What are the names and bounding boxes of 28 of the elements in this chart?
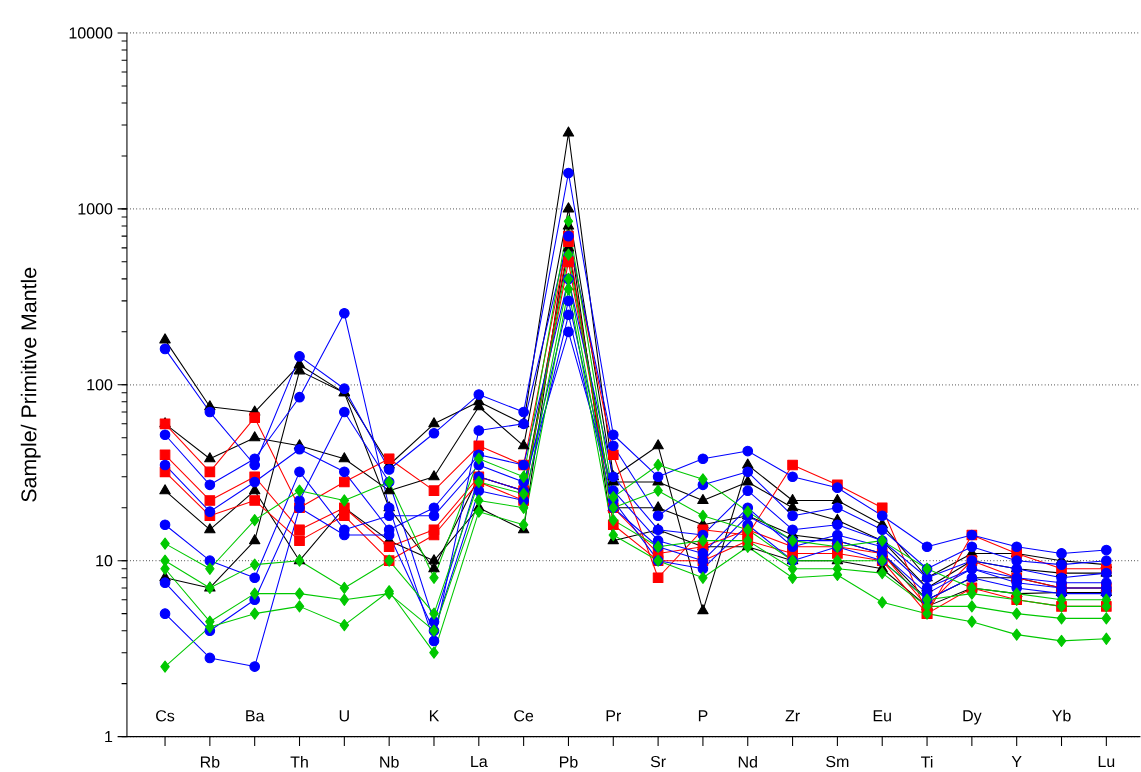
x-tick-label: Pr bbox=[606, 710, 622, 722]
x-tick-label: La bbox=[471, 755, 488, 768]
y-tick-label: 1 bbox=[105, 731, 113, 743]
x-tick-label: Ce bbox=[514, 710, 534, 722]
y-tick-label: 1000 bbox=[78, 203, 113, 215]
x-tick-label: Ba bbox=[246, 710, 265, 722]
y-tick-label: 10 bbox=[96, 554, 113, 567]
x-tick-label: Y bbox=[1011, 755, 1022, 767]
x-tick-label: Zr bbox=[785, 710, 800, 722]
x-tick-label: Lu bbox=[1098, 755, 1115, 768]
x-tick-label: Cs bbox=[156, 710, 175, 722]
x-tick-label: Sm bbox=[826, 755, 849, 768]
x-tick-label: U bbox=[339, 710, 349, 722]
y-tick-label: 10000 bbox=[69, 27, 113, 39]
x-tick-label: Sr bbox=[650, 755, 666, 768]
x-tick-label: K bbox=[429, 710, 440, 722]
x-tick-label: Dy bbox=[963, 710, 982, 725]
x-tick-label: Nb bbox=[380, 755, 399, 768]
y-tick-label: 100 bbox=[87, 379, 113, 391]
x-tick-label: Yb bbox=[1052, 709, 1071, 722]
y-axis-title: Sample/ Primitive Mantle bbox=[20, 267, 41, 502]
x-tick-label: Pb bbox=[559, 755, 578, 768]
x-tick-label: P bbox=[698, 710, 708, 722]
x-tick-label: Nd bbox=[738, 755, 757, 768]
x-tick-label: Rb bbox=[200, 755, 220, 768]
x-tick-label: Eu bbox=[873, 710, 891, 722]
x-tick-label: Th bbox=[290, 755, 308, 768]
x-tick-label: Ti bbox=[921, 755, 933, 768]
